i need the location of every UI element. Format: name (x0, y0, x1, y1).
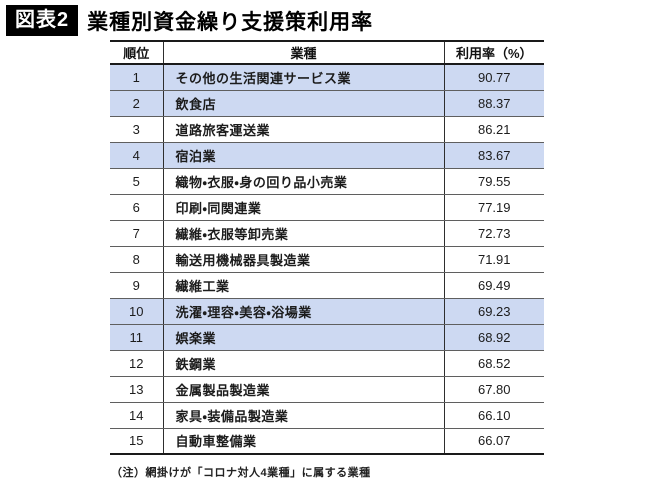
table-row: 10 洗濯・理容・美容・浴場業 69.23 (110, 298, 544, 325)
table-row: 15 自動車整備業 66.07 (110, 428, 544, 454)
usage-rate-cell: 68.52 (443, 350, 544, 377)
table-row: 14 家具・装備品製造業 66.10 (110, 402, 544, 429)
table-row: 1 その他の生活関連サービス業 90.77 (110, 64, 544, 91)
table-row: 3 道路旅客運送業 86.21 (110, 116, 544, 143)
usage-rate-cell: 79.55 (443, 168, 544, 195)
table-row: 12 鉄鋼業 68.52 (110, 350, 544, 377)
table-row: 2 飲食店 88.37 (110, 90, 544, 117)
usage-rate-cell: 66.10 (443, 402, 544, 429)
usage-rate-cell: 72.73 (443, 220, 544, 247)
table-row: 4 宿泊業 83.67 (110, 142, 544, 169)
rank-cell: 1 (110, 64, 164, 91)
usage-rate-cell: 90.77 (443, 64, 544, 91)
rank-cell: 4 (110, 142, 164, 169)
table-body: 1 その他の生活関連サービス業 90.77 2 飲食店 88.37 3 道路旅客… (110, 64, 544, 454)
rank-cell: 6 (110, 194, 164, 221)
usage-rate-cell: 69.23 (443, 298, 544, 325)
usage-rate-cell: 71.91 (443, 246, 544, 273)
rank-cell: 3 (110, 116, 164, 143)
rank-cell: 8 (110, 246, 164, 273)
table-row: 13 金属製品製造業 67.80 (110, 376, 544, 403)
usage-rate-cell: 88.37 (443, 90, 544, 117)
table-row: 11 娯楽業 68.92 (110, 324, 544, 351)
industry-cell: 家具・装備品製造業 (163, 402, 444, 429)
rank-cell: 11 (110, 324, 164, 351)
column-header-usage-rate: 利用率（%） (443, 41, 544, 65)
rank-cell: 9 (110, 272, 164, 299)
rank-cell: 15 (110, 428, 164, 454)
industry-usage-table-container: 順位 業種 利用率（%） 1 その他の生活関連サービス業 90.77 2 飲食店… (110, 40, 544, 455)
industry-cell: 輸送用機械器具製造業 (163, 246, 444, 273)
usage-rate-cell: 66.07 (443, 428, 544, 454)
industry-cell: 織物・衣服・身の回り品小売業 (163, 168, 444, 195)
usage-rate-cell: 67.80 (443, 376, 544, 403)
footnote: （注）網掛けが「コロナ対人4業種」に属する業種 (111, 467, 371, 479)
column-header-rank: 順位 (110, 41, 164, 65)
industry-cell: 金属製品製造業 (163, 376, 444, 403)
rank-cell: 10 (110, 298, 164, 325)
usage-rate-cell: 69.49 (443, 272, 544, 299)
usage-rate-cell: 86.21 (443, 116, 544, 143)
industry-cell: 宿泊業 (163, 142, 444, 169)
page-title: 業種別資金繰り支援策利用率 (87, 10, 374, 34)
table-row: 8 輸送用機械器具製造業 71.91 (110, 246, 544, 273)
industry-cell: 飲食店 (163, 90, 444, 117)
usage-rate-cell: 77.19 (443, 194, 544, 221)
rank-cell: 2 (110, 90, 164, 117)
table-row: 5 織物・衣服・身の回り品小売業 79.55 (110, 168, 544, 195)
usage-rate-cell: 68.92 (443, 324, 544, 351)
industry-cell: 道路旅客運送業 (163, 116, 444, 143)
rank-cell: 13 (110, 376, 164, 403)
table-row: 6 印刷・同関連業 77.19 (110, 194, 544, 221)
figure-title-bar: 図表2 業種別資金繰り支援策利用率 (6, 5, 373, 36)
industry-cell: その他の生活関連サービス業 (163, 64, 444, 91)
usage-rate-cell: 83.67 (443, 142, 544, 169)
industry-cell: 繊維工業 (163, 272, 444, 299)
rank-cell: 7 (110, 220, 164, 247)
industry-cell: 鉄鋼業 (163, 350, 444, 377)
column-header-industry: 業種 (163, 41, 444, 65)
industry-cell: 繊維・衣服等卸売業 (163, 220, 444, 247)
table-header-row: 順位 業種 利用率（%） (110, 41, 544, 65)
figure-number-badge: 図表2 (6, 5, 79, 36)
industry-cell: 自動車整備業 (163, 428, 444, 454)
table-row: 9 繊維工業 69.49 (110, 272, 544, 299)
industry-cell: 印刷・同関連業 (163, 194, 444, 221)
industry-cell: 娯楽業 (163, 324, 444, 351)
rank-cell: 12 (110, 350, 164, 377)
rank-cell: 14 (110, 402, 164, 429)
industry-usage-table: 順位 業種 利用率（%） 1 その他の生活関連サービス業 90.77 2 飲食店… (110, 40, 544, 455)
table-row: 7 繊維・衣服等卸売業 72.73 (110, 220, 544, 247)
rank-cell: 5 (110, 168, 164, 195)
table-header: 順位 業種 利用率（%） (110, 41, 544, 65)
industry-cell: 洗濯・理容・美容・浴場業 (163, 298, 444, 325)
